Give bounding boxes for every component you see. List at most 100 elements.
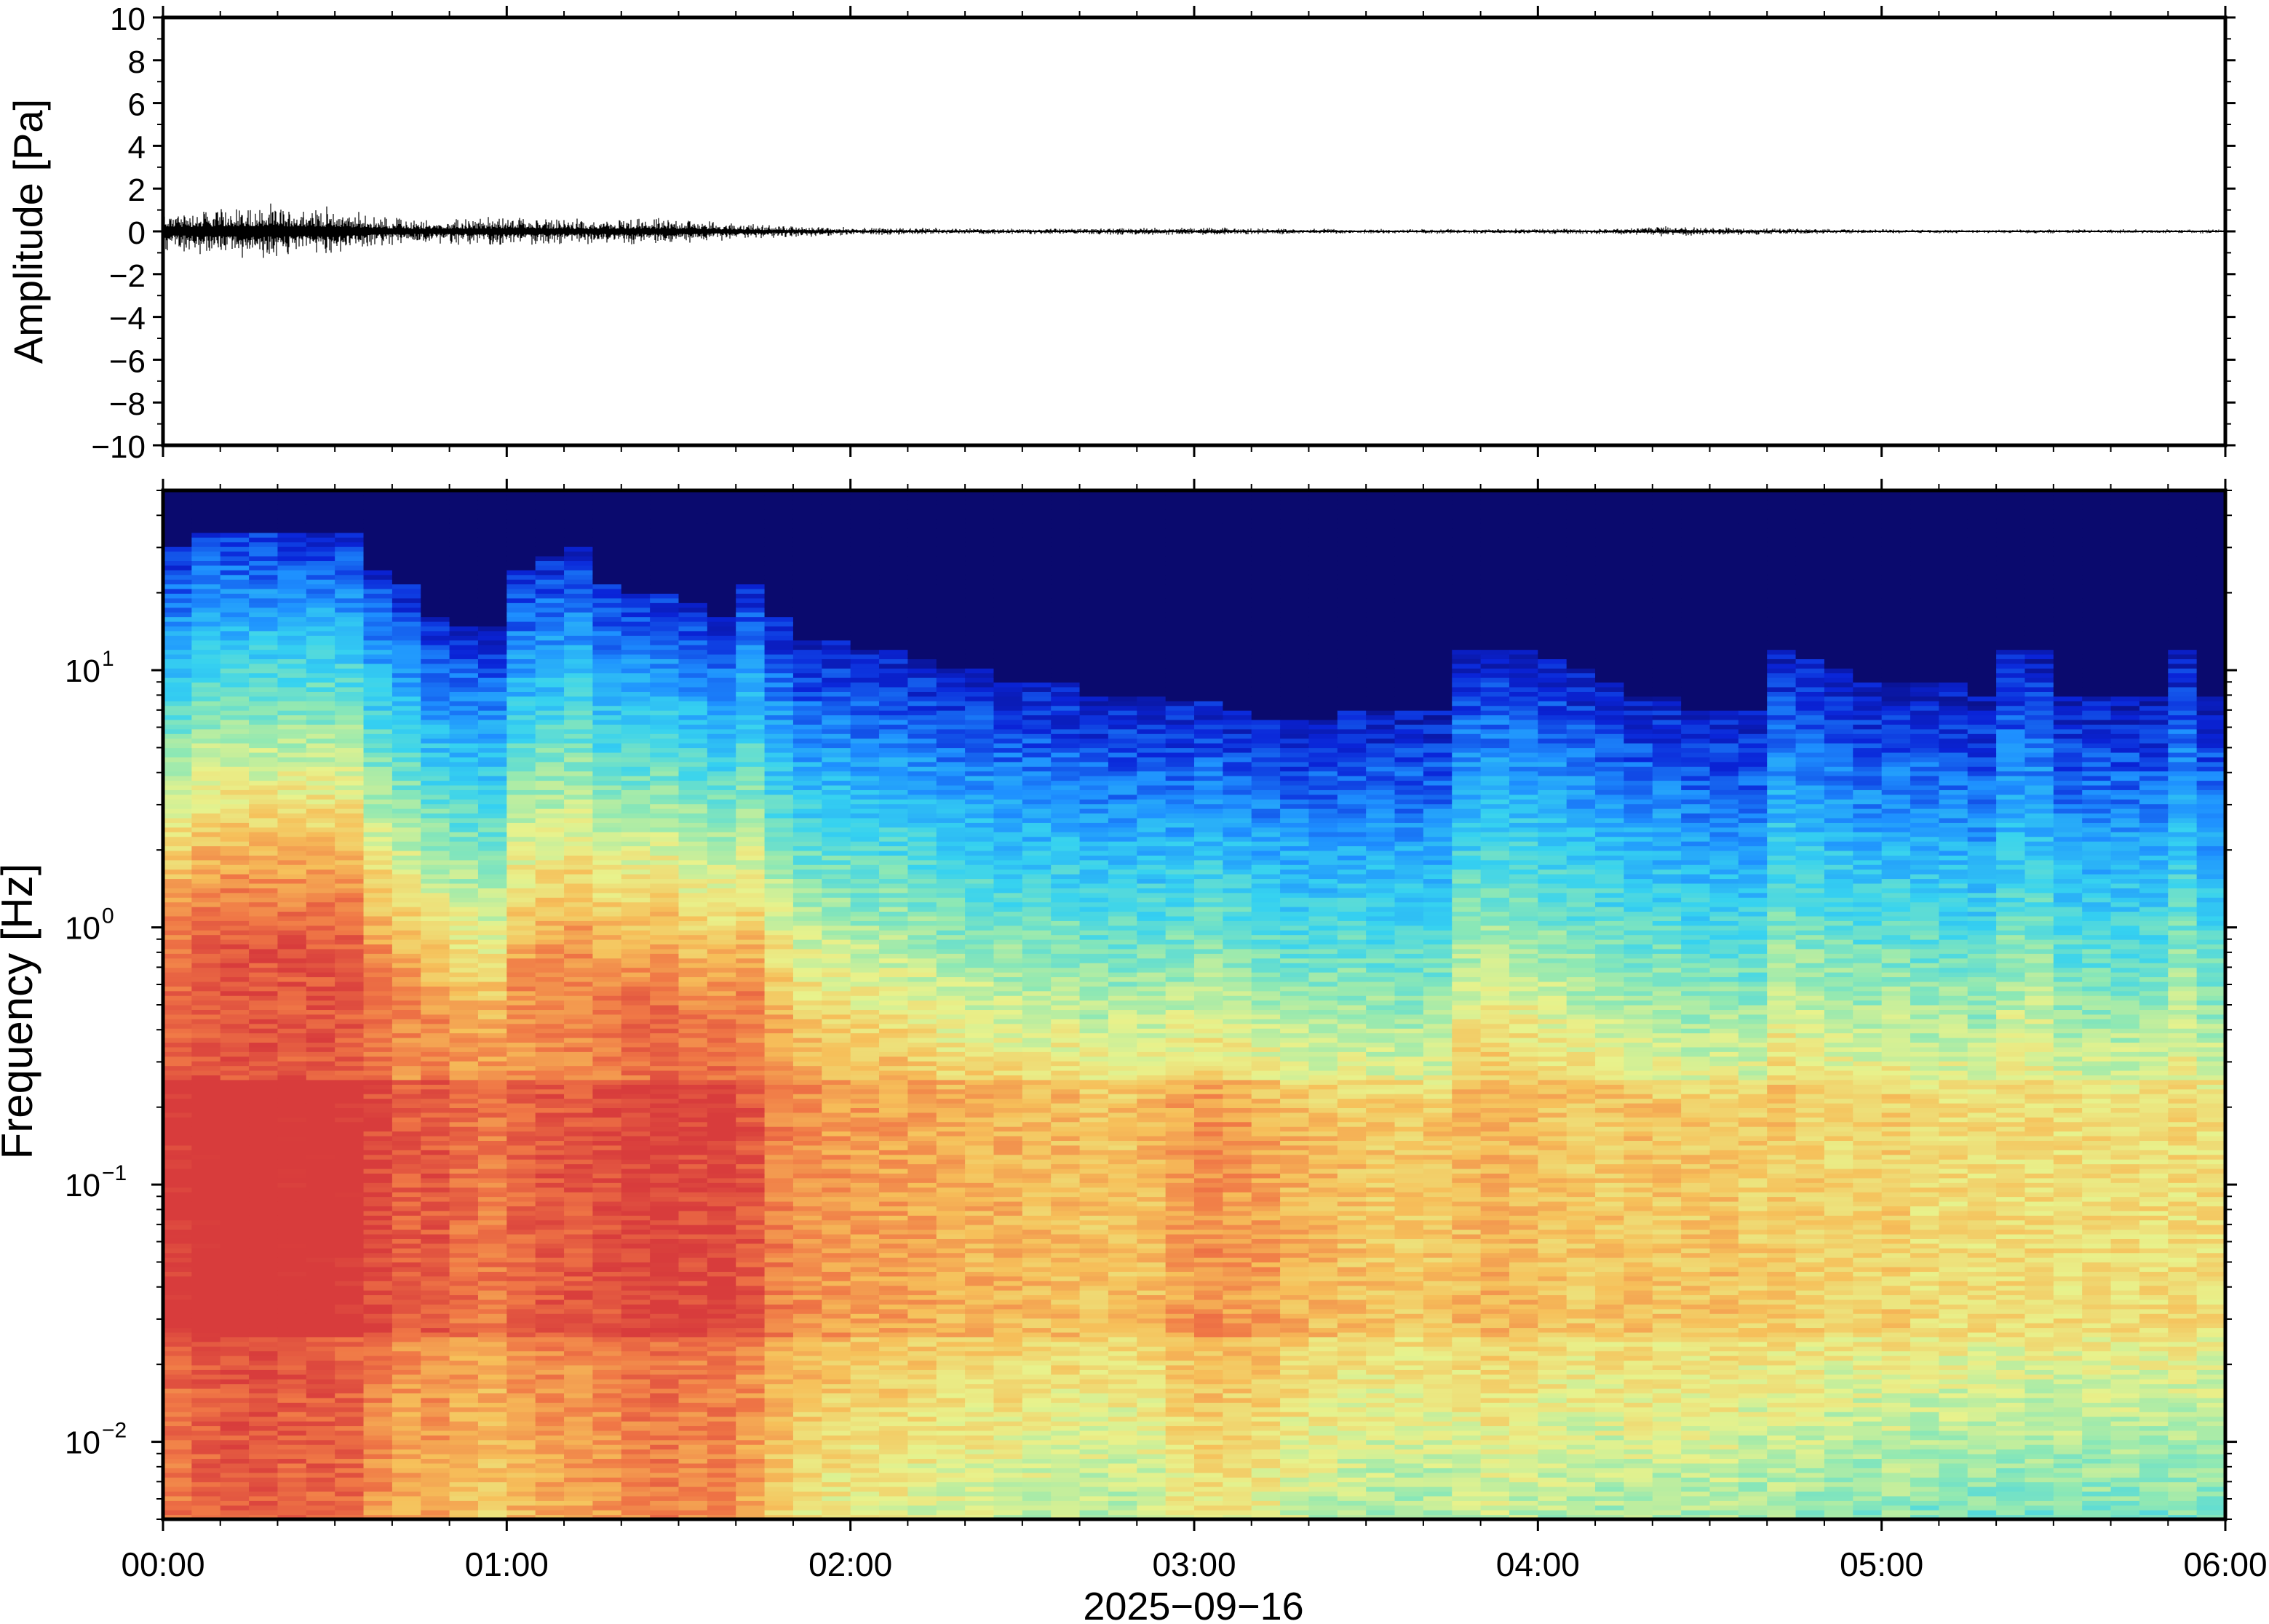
spectrogram-cell [678, 878, 708, 884]
spectrogram-cell [564, 1477, 594, 1483]
spectrogram-cell [564, 677, 594, 683]
spectrogram-cell [220, 1243, 250, 1249]
spectrogram-cell [392, 817, 421, 823]
spectrogram-cell [306, 499, 335, 505]
spectrogram-cell [564, 1364, 594, 1370]
spectrogram-cell [163, 626, 192, 632]
spectrogram-cell [363, 1248, 393, 1254]
spectrogram-cell [306, 1046, 335, 1052]
spectrogram-cell [220, 1299, 250, 1305]
spectrogram-cell [564, 1187, 594, 1193]
spectrogram-cell [707, 663, 736, 669]
spectrogram-cell [764, 1435, 794, 1441]
spectrogram-cell [306, 588, 335, 594]
spectrogram-cell [736, 976, 766, 982]
spectrogram-cell [621, 504, 651, 510]
spectrogram-cell [764, 1444, 794, 1450]
spectrogram-cell [764, 1393, 794, 1398]
spectrogram-cell [764, 1257, 794, 1263]
spectrogram-cell [564, 724, 594, 730]
spectrogram-cell [449, 1225, 479, 1230]
spectrogram-cell [392, 784, 421, 790]
spectrogram-cell [764, 514, 794, 520]
spectrogram-cell [707, 859, 736, 865]
spectrogram-cell [650, 1421, 680, 1427]
spectrogram-cell [191, 1514, 221, 1520]
spectrogram-cell [191, 1005, 221, 1011]
spectrogram-cell [421, 1383, 450, 1389]
spectrogram-cell [306, 672, 335, 678]
spectrogram-cell [592, 705, 622, 711]
spectrogram-cell [650, 761, 680, 767]
spectrogram-cell [764, 1019, 794, 1024]
spectrogram-cell [191, 672, 221, 678]
spectrogram-cell [277, 1346, 307, 1352]
spectrogram-cell [335, 817, 365, 823]
spectrogram-cell [535, 541, 565, 547]
spectrogram-cell [707, 1486, 736, 1492]
spectrogram-cell [392, 645, 421, 650]
spectrogram-cell [363, 953, 393, 959]
spectrogram-cell [306, 1491, 335, 1497]
spectrogram-cell [477, 1369, 507, 1375]
spectrogram-cell [306, 1332, 335, 1337]
spectrogram-cell [363, 1121, 393, 1127]
spectrogram-cell [306, 686, 335, 692]
spectrogram-cell [564, 630, 594, 636]
spectrogram-cell [220, 1304, 250, 1310]
spectrogram-cell [306, 518, 335, 524]
spectrogram-cell [306, 967, 335, 973]
spectrogram-cell [707, 780, 736, 786]
spectrogram-cell [449, 1505, 479, 1510]
spectrogram-cell [477, 1318, 507, 1324]
spectrogram-cell [592, 1360, 622, 1366]
spectrogram-cell [621, 780, 651, 786]
spectrogram-cell [477, 761, 507, 767]
spectrogram-cell [477, 1458, 507, 1464]
spectrogram-cell [506, 1481, 536, 1487]
spectrogram-cell [392, 1369, 421, 1375]
spectrogram-cell [191, 859, 221, 865]
spectrogram-cell [621, 1313, 651, 1319]
spectrogram-cell [564, 672, 594, 678]
spectrogram-cell [449, 626, 479, 632]
spectrogram-cell [707, 1514, 736, 1520]
spectrogram-cell [163, 967, 192, 973]
spectrogram-cell [564, 1005, 594, 1011]
spectrogram-cell [736, 897, 766, 903]
spectrogram-cell [335, 1350, 365, 1356]
spectrogram-cell [564, 1233, 594, 1239]
spectrogram-cell [421, 1056, 450, 1062]
spectrogram-cell [707, 939, 736, 945]
spectrogram-cell [191, 1121, 221, 1127]
spectrogram-cell [191, 653, 221, 659]
spectrogram-cell [449, 920, 479, 926]
spectrogram-cell [535, 874, 565, 880]
spectrogram-cell [621, 551, 651, 557]
spectrogram-cell [707, 1182, 736, 1188]
spectrogram-cell [506, 1412, 536, 1417]
spectrogram-cell [191, 1313, 221, 1319]
spectrogram-cell [363, 616, 393, 622]
spectrogram-cell [449, 1206, 479, 1211]
spectrogram-cell [764, 981, 794, 987]
spectrogram-cell [421, 1098, 450, 1104]
spectrogram-cell [449, 1281, 479, 1286]
spectrogram-cell [564, 771, 594, 776]
spectrogram-cell [621, 1229, 651, 1235]
spectrogram-cell [650, 565, 680, 570]
spectrogram-cell [592, 841, 622, 847]
spectrogram-cell [363, 677, 393, 683]
spectrogram-cell [535, 841, 565, 847]
spectrogram-cell [477, 1056, 507, 1062]
spectrogram-cell [535, 649, 565, 655]
spectrogram-cell [249, 948, 279, 954]
spectrogram-cell [335, 1281, 365, 1286]
spectrogram-cell [764, 1454, 794, 1460]
spectrogram-cell [621, 597, 651, 603]
spectrogram-cell [363, 691, 393, 697]
spectrogram-cell [678, 1088, 708, 1094]
spectrogram-cell [477, 976, 507, 982]
spectrogram-cell [277, 653, 307, 659]
spectrogram-cell [392, 986, 421, 992]
